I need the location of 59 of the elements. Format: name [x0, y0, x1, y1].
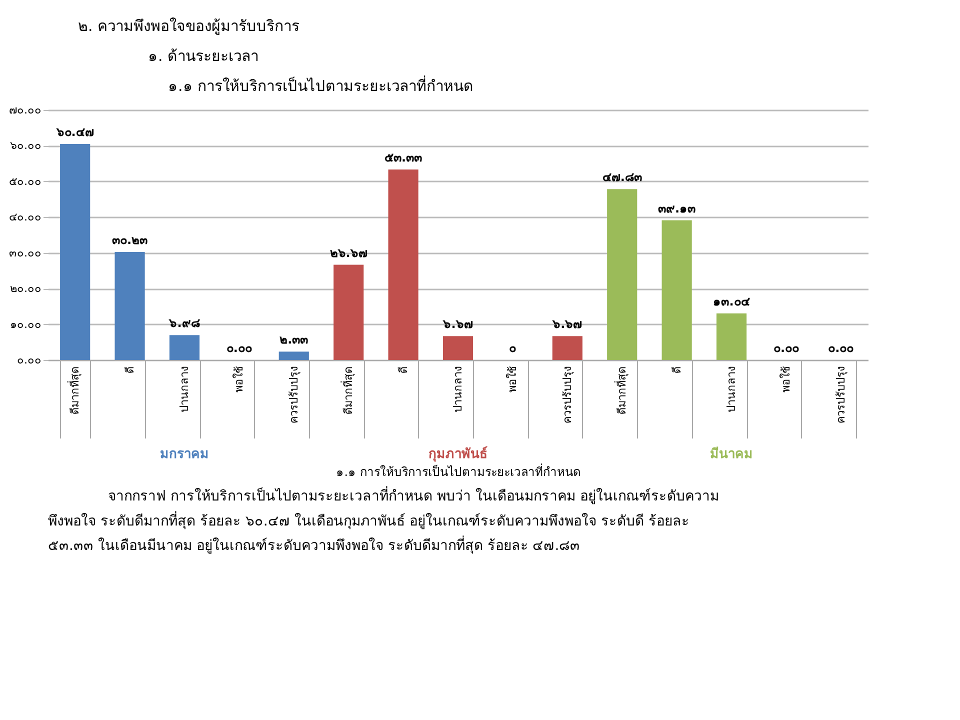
bar: [278, 352, 309, 360]
data-label: ๒๖.๖๗: [330, 246, 368, 260]
data-label: ๓๙.๑๓: [658, 201, 696, 216]
x-tick-label: ดีมากที่สุด: [340, 366, 356, 414]
data-label: ๖.๙๘: [168, 316, 200, 330]
data-label: ๑๓.๐๔: [713, 294, 750, 308]
x-tick-label: ดี: [670, 366, 684, 374]
y-tick-label: ๕๐.๐๐: [9, 174, 42, 188]
data-label: ๐.๐๐: [828, 341, 854, 355]
data-label: ๖.๖๗: [552, 317, 582, 332]
x-axis-title: ๑.๑ การให้บริการเป็นไปตามระยะเวลาที่กำหนด: [336, 463, 581, 479]
x-tick-label: ปานกลาง: [178, 366, 191, 412]
bar: [114, 252, 145, 360]
data-label: ๔๗.๘๓: [602, 170, 642, 184]
data-label: ๓๐.๒๓: [112, 233, 148, 248]
data-label: ๖.๖๗: [442, 317, 473, 332]
data-label: ๐.๐๐: [226, 341, 252, 355]
x-tick-label: ควรปรับปรุง: [560, 366, 574, 424]
bar: [552, 336, 582, 360]
text: กุมภาพันธ์: [428, 446, 488, 462]
bar: [388, 170, 418, 360]
data-label: ๕๓.๓๓: [384, 150, 422, 165]
bar: [334, 264, 364, 360]
x-tick-label: ปานกลาง: [452, 366, 464, 412]
bar: [169, 335, 200, 360]
x-tick-label: พอใช้: [780, 366, 793, 392]
y-tick-label: ๑๐.๐๐: [10, 318, 42, 331]
y-tick-label: ๔๐.๐๐: [9, 210, 42, 224]
chart-subtitle: ๑. ด้านระยะเวลา: [148, 47, 259, 65]
text: พึงพอใจ ระดับดีมากที่สุด ร้อยละ ๖๐.๔๗ ในเดือนกุมภาพันธ์ อยู่ในเกณฑ์ระดับความพึงพอใจ ระดับดี ร้อยละ: [48, 511, 690, 530]
x-tick-label: ดีมากที่สุด: [614, 366, 629, 414]
x-tick-label: ควรปรับปรุง: [834, 366, 848, 424]
x-tick-label: พอใช้: [506, 366, 520, 392]
x-tick-label: ดี: [123, 366, 136, 374]
x-tick-label: พอใช้: [232, 366, 246, 392]
text: จากกราฟ การให้บริการเป็นไปตามระยะเวลาที่กำหนด พบว่า ในเดือนมกราคม อยู่ในเกณฑ์ระดับความ: [108, 486, 719, 504]
data-label: ๐: [509, 341, 516, 355]
y-tick-label: ๒๐.๐๐: [10, 282, 42, 296]
y-tick-label: ๓๐.๐๐: [9, 246, 42, 260]
text: ๕๓.๓๓ ในเดือนมีนาคม อยู่ในเกณฑ์ระดับความพึงพอใจ ระดับดีมากที่สุด ร้อยละ ๔๗.๘๓: [48, 536, 580, 554]
bar: [716, 313, 747, 360]
x-tick-label: ควรปรับปรุง: [287, 366, 300, 424]
data-label: ๒.๓๓: [280, 332, 308, 347]
bar: [442, 336, 474, 360]
text: มีนาคม: [710, 446, 754, 462]
bar: [60, 144, 90, 360]
y-tick-label: ๐.๐๐: [17, 354, 42, 366]
data-label: ๐.๐๐: [773, 341, 799, 355]
bar: [607, 189, 638, 360]
x-tick-label: ดีมากที่สุด: [66, 366, 82, 414]
data-label: ๖๐.๔๗: [55, 125, 94, 140]
text: ๑.๑ การให้บริการเป็นไปตามระยะเวลาที่กำหนด: [168, 75, 474, 95]
y-tick-label: ๗๐.๐๐: [9, 104, 42, 116]
chart-title: ๒. ความพึงพอใจของผู้มารับบริการ: [78, 17, 300, 35]
bar: [662, 220, 692, 360]
y-tick-label: ๖๐.๐๐: [10, 139, 42, 152]
x-tick-label: ปานกลาง: [725, 366, 738, 412]
text: มกราคม: [160, 447, 209, 462]
x-tick-label: ดี: [396, 366, 410, 374]
